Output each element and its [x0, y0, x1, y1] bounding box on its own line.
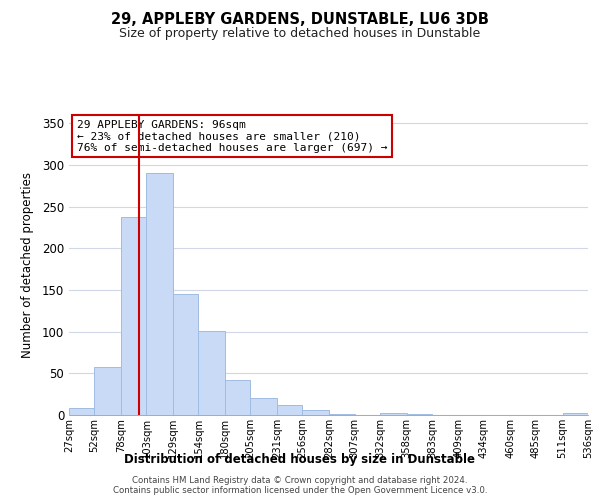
Bar: [199, 331, 225, 415]
Bar: [173, 294, 199, 415]
Bar: [563, 414, 588, 415]
Bar: [250, 398, 277, 415]
Bar: [380, 412, 407, 415]
Bar: [407, 414, 432, 415]
Bar: [146, 174, 173, 415]
Bar: [329, 414, 355, 415]
Y-axis label: Number of detached properties: Number of detached properties: [20, 172, 34, 358]
Bar: [69, 408, 94, 415]
Bar: [277, 405, 302, 415]
Text: 29 APPLEBY GARDENS: 96sqm
← 23% of detached houses are smaller (210)
76% of semi: 29 APPLEBY GARDENS: 96sqm ← 23% of detac…: [77, 120, 387, 152]
Text: Distribution of detached houses by size in Dunstable: Distribution of detached houses by size …: [125, 452, 476, 466]
Bar: [121, 216, 146, 415]
Bar: [302, 410, 329, 415]
Text: Size of property relative to detached houses in Dunstable: Size of property relative to detached ho…: [119, 28, 481, 40]
Bar: [225, 380, 250, 415]
Text: 29, APPLEBY GARDENS, DUNSTABLE, LU6 3DB: 29, APPLEBY GARDENS, DUNSTABLE, LU6 3DB: [111, 12, 489, 28]
Text: Contains public sector information licensed under the Open Government Licence v3: Contains public sector information licen…: [113, 486, 487, 495]
Bar: [94, 366, 121, 415]
Text: Contains HM Land Registry data © Crown copyright and database right 2024.: Contains HM Land Registry data © Crown c…: [132, 476, 468, 485]
